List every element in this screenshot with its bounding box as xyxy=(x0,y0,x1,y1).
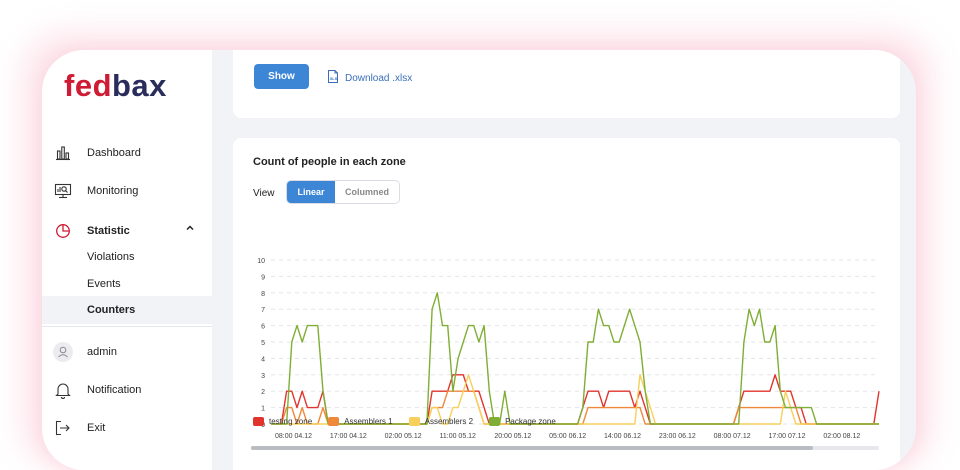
x-tick-label: 11:00 05.12 xyxy=(439,433,476,440)
legend-label: Assemblers 2 xyxy=(424,417,474,426)
y-tick-label: 1 xyxy=(261,406,265,413)
sidebar-item-label: Monitoring xyxy=(87,185,139,197)
x-tick-label: 02:00 05.12 xyxy=(385,433,422,440)
legend-item[interactable]: Assemblers 2 xyxy=(408,417,474,426)
sidebar-item-monitoring[interactable]: Monitoring xyxy=(42,182,212,200)
series-line-package-zone xyxy=(271,292,879,425)
view-columned-option[interactable]: Columned xyxy=(345,187,389,197)
sidebar-item-label: Dashboard xyxy=(87,147,141,159)
x-tick-label: 02:00 08.12 xyxy=(823,433,860,440)
chart-card: Count of people in each zone View Linear… xyxy=(233,138,900,470)
x-tick-label: 20:00 05.12 xyxy=(494,433,531,440)
y-tick-label: 2 xyxy=(261,389,265,396)
exit-icon xyxy=(54,419,72,437)
sidebar-item-notification[interactable]: Notification xyxy=(42,380,212,400)
legend-item[interactable]: Package zone xyxy=(489,417,556,426)
xlsx-file-icon: XLS xyxy=(327,70,339,86)
sidebar-item-label: Statistic xyxy=(87,225,130,237)
legend-label: Assemblers 1 xyxy=(344,417,393,426)
y-tick-label: 3 xyxy=(261,373,265,380)
legend-swatch xyxy=(253,417,264,426)
legend-swatch xyxy=(489,417,501,426)
monitor-search-icon xyxy=(54,182,72,200)
y-tick-label: 7 xyxy=(261,307,265,314)
legend-swatch xyxy=(408,417,420,426)
legend-label: testing zone xyxy=(269,417,313,426)
app-window: fedbax Dashboard Monitoring Statistic Vi… xyxy=(42,50,916,470)
y-tick-label: 9 xyxy=(261,274,265,281)
x-tick-label: 08:00 07.12 xyxy=(714,433,751,440)
view-toggle: Linear Columned xyxy=(286,180,400,204)
x-tick-label: 17:00 07.12 xyxy=(768,433,805,440)
brand-logo[interactable]: fedbax xyxy=(64,68,167,104)
bell-icon xyxy=(54,381,72,399)
y-tick-label: 8 xyxy=(261,291,265,298)
legend-item[interactable]: Assemblers 1 xyxy=(328,417,393,426)
filter-card: Show XLS Download .xlsx xyxy=(233,50,900,118)
sidebar-item-user[interactable]: admin xyxy=(42,342,212,362)
svg-text:XLS: XLS xyxy=(330,76,338,81)
legend-label: Package zone xyxy=(505,417,556,426)
y-tick-label: 4 xyxy=(261,356,265,363)
x-tick-label: 17:00 04.12 xyxy=(330,433,367,440)
sidebar-subitem-counters[interactable]: Counters xyxy=(87,304,136,316)
sidebar: fedbax Dashboard Monitoring Statistic Vi… xyxy=(42,50,212,470)
y-tick-label: 10 xyxy=(257,258,265,265)
pie-chart-icon xyxy=(54,222,72,240)
brand-logo-part1: fed xyxy=(64,68,112,103)
sidebar-item-exit[interactable]: Exit xyxy=(42,418,212,438)
x-tick-label: 05:00 06.12 xyxy=(549,433,586,440)
sidebar-subitem-violations[interactable]: Violations xyxy=(87,251,135,263)
brand-logo-part2: bax xyxy=(112,68,167,103)
sidebar-subitem-events[interactable]: Events xyxy=(87,278,121,290)
user-name: admin xyxy=(87,346,117,358)
sidebar-item-dashboard[interactable]: Dashboard xyxy=(42,144,212,162)
x-tick-label: 23:00 06.12 xyxy=(659,433,696,440)
sidebar-item-label: Notification xyxy=(87,384,142,396)
view-label: View xyxy=(253,188,275,199)
y-tick-label: 6 xyxy=(261,324,265,331)
sidebar-divider xyxy=(42,326,212,327)
sidebar-item-label: Exit xyxy=(87,422,106,434)
legend-item[interactable]: testing zone xyxy=(253,417,312,426)
show-button[interactable]: Show xyxy=(254,64,309,89)
sidebar-item-statistic[interactable]: Statistic xyxy=(42,222,212,240)
x-tick-label: 14:00 06.12 xyxy=(604,433,641,440)
x-tick-label: 08:00 04.12 xyxy=(275,433,312,440)
download-label: Download .xlsx xyxy=(345,72,413,84)
view-linear-option[interactable]: Linear xyxy=(287,181,335,203)
chart-legend: testing zone Assemblers 1 Assemblers 2 Pack… xyxy=(253,417,556,426)
y-tick-label: 5 xyxy=(261,340,265,347)
avatar xyxy=(53,342,73,362)
bar-chart-icon xyxy=(54,144,72,162)
chevron-up-icon[interactable] xyxy=(185,223,195,236)
sidebar-subitem-counters-highlight xyxy=(42,296,212,324)
legend-swatch xyxy=(328,417,340,426)
chart-title: Count of people in each zone xyxy=(253,156,406,168)
download-xlsx-link[interactable]: XLS Download .xlsx xyxy=(327,70,412,86)
